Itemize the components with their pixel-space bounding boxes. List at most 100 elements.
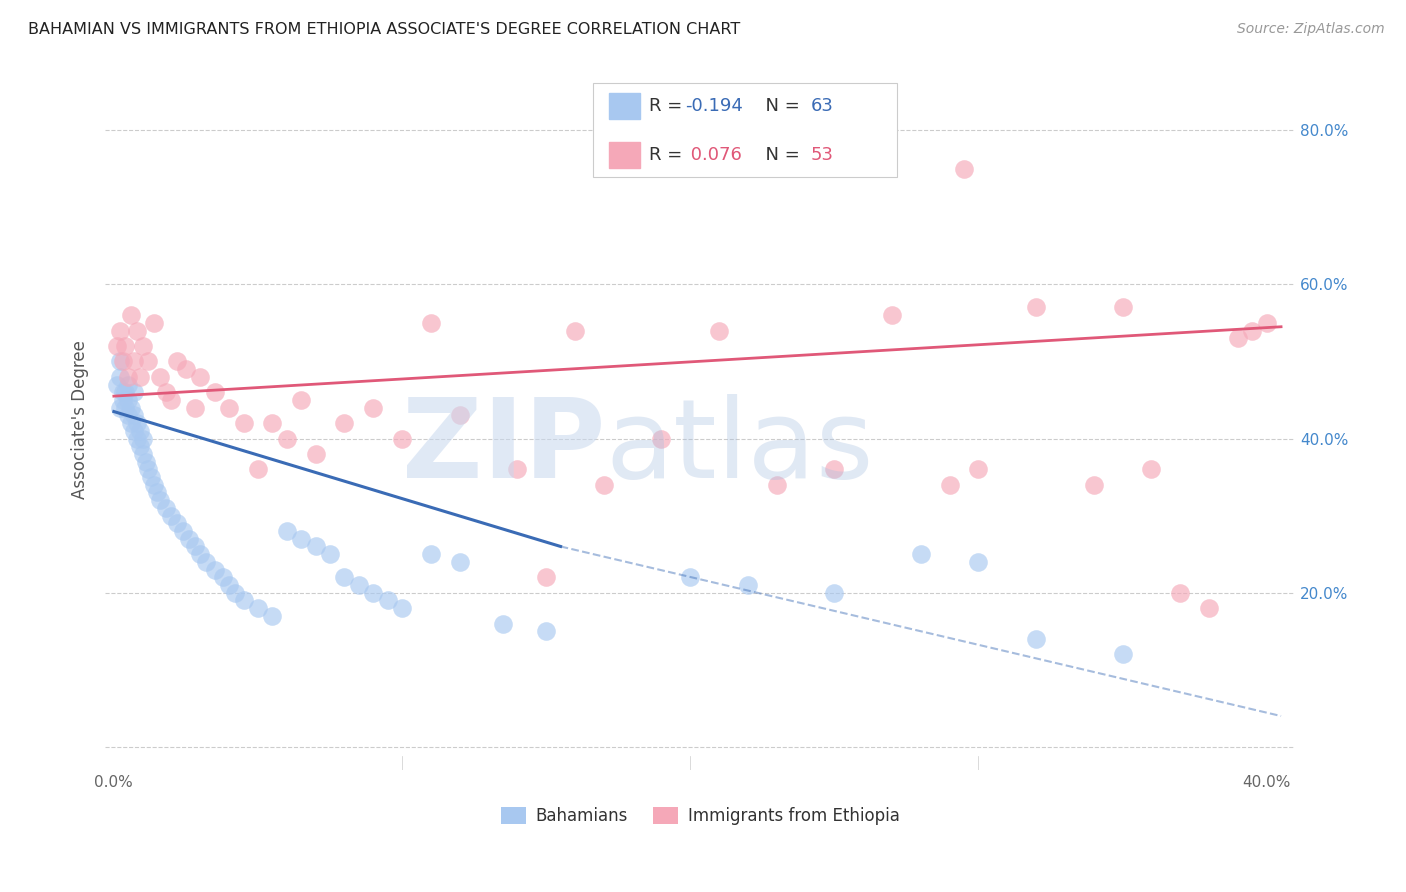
Point [114, 339, 136, 353]
Point [141, 470, 163, 484]
Point [111, 354, 134, 368]
Point [131, 447, 153, 461]
Point [122, 385, 145, 400]
Point [592, 477, 614, 491]
Point [333, 416, 356, 430]
Text: ZIP: ZIP [402, 393, 605, 500]
Point [262, 416, 284, 430]
Point [125, 324, 148, 338]
Point [1083, 477, 1105, 491]
Point [149, 493, 172, 508]
Point [224, 585, 246, 599]
Point [120, 416, 142, 430]
Point [1140, 462, 1163, 476]
Point [111, 392, 134, 407]
Point [120, 401, 142, 415]
Point [122, 424, 145, 438]
Point [534, 624, 557, 639]
Text: BAHAMIAN VS IMMIGRANTS FROM ETHIOPIA ASSOCIATE'S DEGREE CORRELATION CHART: BAHAMIAN VS IMMIGRANTS FROM ETHIOPIA ASS… [28, 22, 741, 37]
Text: -0.194: -0.194 [685, 97, 742, 115]
Text: 0.076: 0.076 [685, 146, 742, 164]
Point [419, 547, 441, 561]
Point [149, 369, 172, 384]
Point [160, 508, 183, 523]
Point [1241, 324, 1264, 338]
Point [290, 532, 312, 546]
Point [117, 392, 139, 407]
Point [506, 462, 529, 476]
Text: R =: R = [650, 146, 688, 164]
Point [823, 462, 845, 476]
FancyBboxPatch shape [593, 83, 897, 178]
Point [143, 477, 166, 491]
Point [108, 324, 131, 338]
Point [166, 354, 188, 368]
Point [319, 547, 342, 561]
Point [1025, 301, 1047, 315]
Point [155, 500, 177, 515]
Point [276, 524, 298, 538]
Point [361, 585, 384, 599]
Point [188, 547, 211, 561]
Point [135, 455, 157, 469]
Point [122, 354, 145, 368]
Point [177, 532, 200, 546]
Point [218, 401, 240, 415]
Point [377, 593, 399, 607]
Point [333, 570, 356, 584]
Point [290, 392, 312, 407]
Point [143, 316, 166, 330]
Point [1111, 301, 1133, 315]
Point [218, 578, 240, 592]
Point [953, 161, 976, 176]
Point [737, 578, 759, 592]
Point [105, 377, 128, 392]
Point [246, 601, 269, 615]
Point [232, 416, 254, 430]
Point [765, 477, 787, 491]
Point [967, 462, 990, 476]
Point [117, 377, 139, 392]
Point [492, 616, 515, 631]
Point [1168, 585, 1191, 599]
Point [117, 369, 139, 384]
Text: R =: R = [650, 97, 688, 115]
Text: 53: 53 [811, 146, 834, 164]
Point [679, 570, 702, 584]
Point [128, 424, 150, 438]
Point [534, 570, 557, 584]
Point [1198, 601, 1220, 615]
Point [304, 447, 326, 461]
Point [938, 477, 960, 491]
Point [108, 369, 131, 384]
Point [114, 385, 136, 400]
Point [391, 432, 413, 446]
Text: 63: 63 [811, 97, 834, 115]
Point [128, 439, 150, 453]
Point [204, 563, 226, 577]
Point [108, 354, 131, 368]
Point [391, 601, 413, 615]
Point [1025, 632, 1047, 646]
Point [105, 339, 128, 353]
Point [125, 432, 148, 446]
Point [122, 409, 145, 423]
Point [172, 524, 194, 538]
Point [910, 547, 932, 561]
Point [967, 555, 990, 569]
Point [114, 401, 136, 415]
Point [188, 369, 211, 384]
Text: atlas: atlas [605, 393, 873, 500]
Point [183, 401, 205, 415]
Point [146, 485, 169, 500]
Text: Source: ZipAtlas.com: Source: ZipAtlas.com [1237, 22, 1385, 37]
Point [361, 401, 384, 415]
Point [166, 516, 188, 531]
Point [419, 316, 441, 330]
Point [212, 570, 235, 584]
Point [204, 385, 226, 400]
Point [1226, 331, 1249, 345]
Y-axis label: Associate's Degree: Associate's Degree [72, 340, 89, 499]
Point [155, 385, 177, 400]
Point [160, 392, 183, 407]
